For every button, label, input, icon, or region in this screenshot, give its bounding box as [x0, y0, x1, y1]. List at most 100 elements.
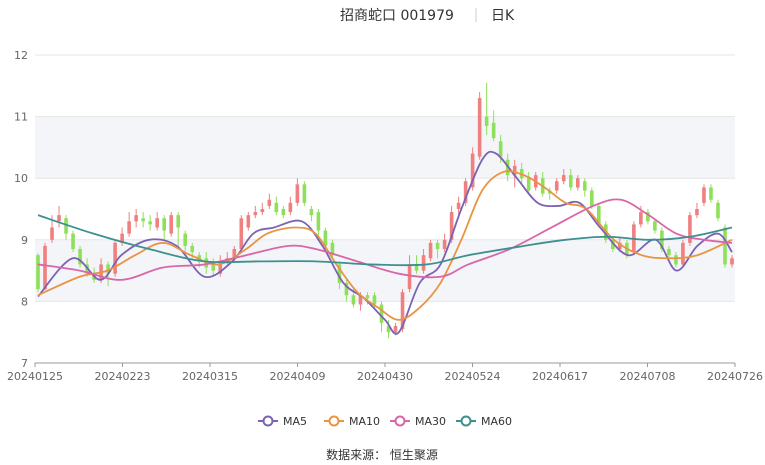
candle-body — [379, 304, 384, 323]
candle — [169, 212, 173, 237]
candle-body — [246, 215, 251, 228]
candle-body — [646, 212, 650, 222]
candle-body — [639, 212, 643, 225]
candle-body — [260, 209, 265, 213]
candle — [127, 212, 131, 237]
candle — [723, 224, 727, 268]
candle-body — [372, 295, 377, 305]
ma-line-ma5 — [37, 150, 733, 335]
candle-body — [78, 249, 82, 265]
candle-body — [295, 184, 300, 203]
chart-period: 日K — [491, 8, 515, 24]
grid-band — [35, 116, 735, 179]
legend-marker-icon — [460, 415, 472, 427]
candle-body — [428, 242, 433, 259]
y-tick-label: 9 — [21, 234, 28, 247]
candle — [688, 212, 692, 246]
legend-marker-icon — [394, 415, 406, 427]
ma-line-ma60 — [37, 214, 733, 267]
candle — [428, 239, 433, 262]
candle-body — [316, 212, 321, 231]
candle-body — [723, 227, 727, 265]
candle — [176, 212, 181, 246]
candle — [575, 175, 580, 191]
candle-body — [491, 122, 496, 139]
candle — [134, 209, 138, 228]
candle — [71, 230, 75, 253]
candle-body — [365, 295, 370, 299]
candle-body — [127, 221, 131, 234]
candle-body — [344, 282, 349, 296]
candle-body — [386, 326, 391, 333]
legend-marker-icon — [262, 415, 274, 427]
x-tick-label: 20240726 — [707, 370, 763, 383]
candle-body — [309, 209, 314, 216]
candle — [646, 209, 650, 225]
candle-body — [71, 233, 75, 250]
candle-body — [709, 187, 713, 200]
candle-body — [400, 292, 405, 330]
candle-body — [330, 242, 335, 256]
candle — [463, 178, 468, 206]
legend-item-ma5[interactable]: MA5 — [258, 415, 307, 428]
candle-body — [512, 165, 517, 176]
candle — [582, 178, 587, 197]
candle-body — [463, 181, 468, 203]
candle-body — [281, 209, 286, 216]
candle — [218, 255, 223, 277]
candle — [302, 181, 307, 206]
candle — [239, 215, 244, 253]
candle-body — [618, 242, 622, 250]
candle — [162, 215, 166, 240]
candle-body — [498, 141, 503, 157]
candle-body — [653, 221, 657, 231]
ma-line-ma10 — [37, 170, 733, 321]
legend-label: MA60 — [481, 415, 512, 428]
candle — [484, 82, 489, 136]
candle-body — [274, 202, 279, 213]
candle — [695, 202, 699, 219]
x-tick-label: 20240409 — [270, 370, 326, 383]
candle-body — [148, 221, 152, 225]
candle — [442, 233, 447, 253]
candle — [330, 239, 335, 259]
candle-body — [681, 242, 685, 265]
candle — [407, 255, 412, 293]
candle-body — [155, 218, 159, 228]
candle-body — [597, 205, 601, 225]
candle-body — [141, 218, 145, 222]
candle-body — [526, 178, 531, 191]
candle-body — [674, 255, 678, 265]
candle — [554, 178, 559, 194]
candle — [183, 230, 188, 253]
candle-body — [113, 242, 117, 274]
candle-body — [169, 215, 173, 234]
candle — [141, 212, 145, 228]
legend-item-ma10[interactable]: MA10 — [324, 415, 380, 428]
candle-body — [695, 209, 699, 216]
x-tick-label: 20240524 — [445, 370, 501, 383]
legend-item-ma30[interactable]: MA30 — [390, 415, 446, 428]
candle — [470, 147, 475, 191]
candle-body — [120, 233, 124, 243]
y-tick-label: 10 — [14, 172, 28, 185]
candle-body — [43, 245, 47, 290]
candle-body — [106, 264, 110, 274]
candle — [667, 245, 671, 259]
candle — [274, 196, 279, 216]
candle-body — [421, 255, 426, 271]
candle-body — [575, 178, 580, 188]
candle — [653, 218, 657, 234]
candle — [246, 212, 251, 231]
candle — [435, 239, 440, 259]
candle-body — [134, 215, 138, 222]
candle-body — [323, 230, 328, 246]
candle-body — [64, 218, 68, 234]
candle — [43, 242, 47, 291]
legend-label: MA10 — [349, 415, 380, 428]
candle-body — [232, 249, 237, 259]
candle — [155, 212, 159, 231]
legend-item-ma60[interactable]: MA60 — [456, 415, 512, 428]
x-tick-label: 20240708 — [620, 370, 676, 383]
candle — [589, 187, 594, 209]
